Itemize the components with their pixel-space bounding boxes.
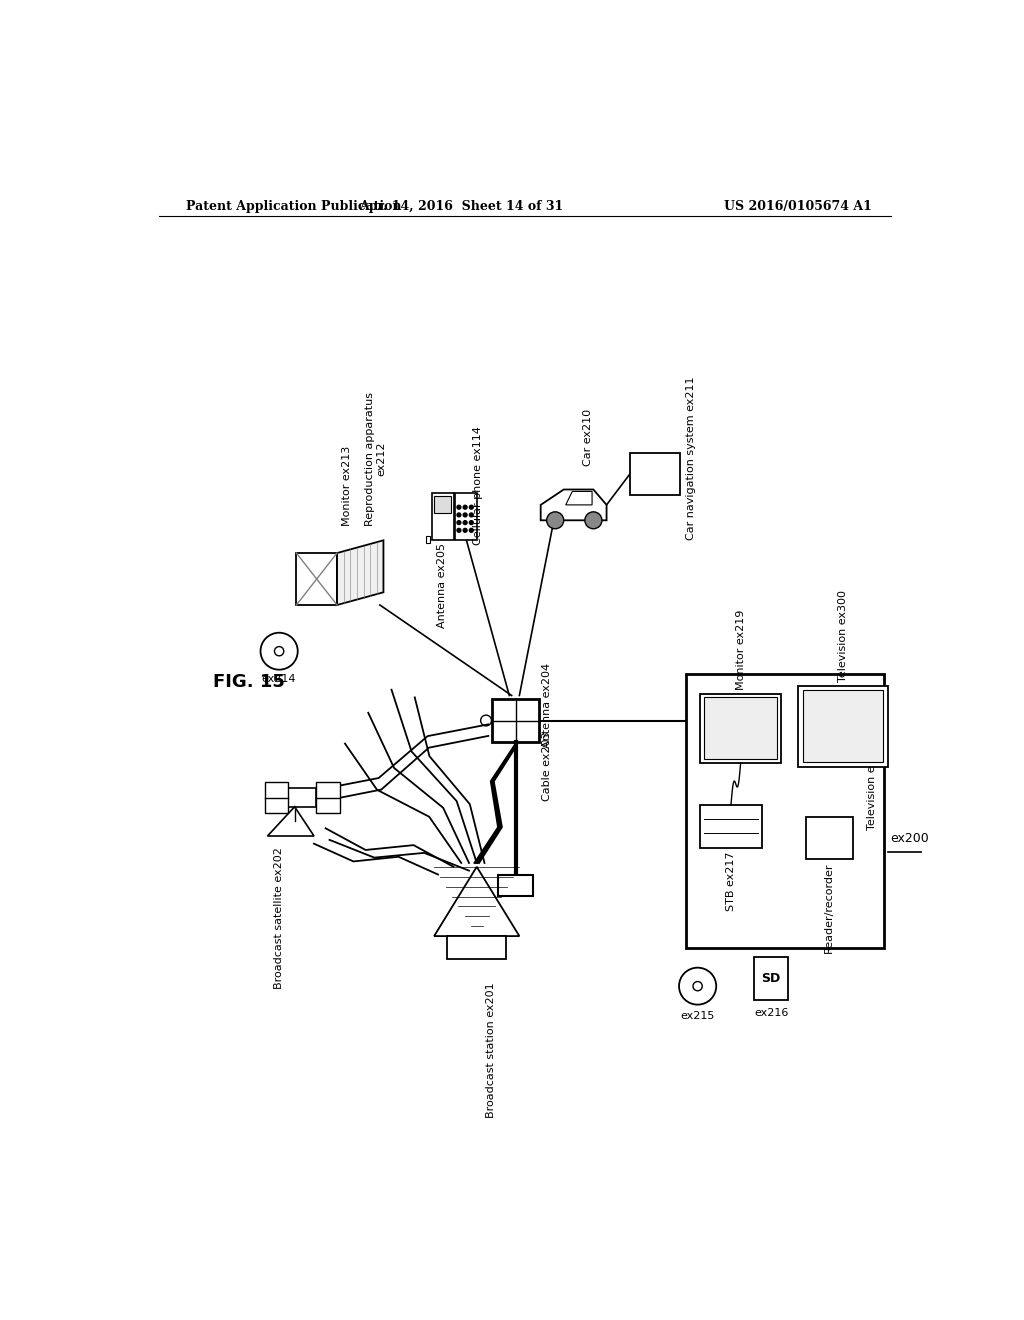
- Bar: [806, 817, 853, 859]
- Bar: [455, 494, 477, 540]
- Bar: [447, 936, 506, 960]
- Bar: [700, 805, 762, 847]
- Bar: [432, 494, 454, 540]
- Text: Patent Application Publication: Patent Application Publication: [186, 199, 401, 213]
- Polygon shape: [565, 491, 592, 506]
- Text: Car navigation system ex211: Car navigation system ex211: [686, 378, 696, 540]
- Text: STB ex217: STB ex217: [726, 851, 736, 911]
- Bar: [265, 781, 289, 813]
- Text: Television ex300: Television ex300: [838, 590, 848, 682]
- Bar: [426, 536, 430, 544]
- Bar: [755, 957, 788, 1001]
- Text: US 2016/0105674 A1: US 2016/0105674 A1: [724, 199, 872, 213]
- Circle shape: [457, 520, 461, 524]
- Bar: [493, 700, 539, 742]
- Text: Television ex218: Television ex218: [867, 738, 877, 830]
- Circle shape: [547, 512, 563, 529]
- Text: Antenna ex204: Antenna ex204: [542, 663, 552, 747]
- Text: Monitor ex219: Monitor ex219: [735, 610, 745, 689]
- Text: Antenna ex205: Antenna ex205: [437, 544, 446, 628]
- Bar: [499, 874, 532, 896]
- Text: Cellular phone ex114: Cellular phone ex114: [473, 426, 483, 545]
- Polygon shape: [434, 867, 519, 936]
- Circle shape: [457, 513, 461, 517]
- Circle shape: [469, 528, 473, 532]
- Text: ex216: ex216: [754, 1007, 788, 1018]
- Bar: [630, 453, 680, 495]
- Text: Reproduction apparatus
ex212: Reproduction apparatus ex212: [366, 392, 387, 527]
- Text: ex215: ex215: [680, 1011, 715, 1020]
- Text: Apr. 14, 2016  Sheet 14 of 31: Apr. 14, 2016 Sheet 14 of 31: [359, 199, 563, 213]
- Text: Broadcast satellite ex202: Broadcast satellite ex202: [274, 847, 284, 990]
- Text: Reader/recorder: Reader/recorder: [824, 863, 835, 953]
- Text: Broadcast station ex201: Broadcast station ex201: [485, 982, 496, 1118]
- Circle shape: [457, 528, 461, 532]
- Text: SD: SD: [762, 972, 781, 985]
- Circle shape: [463, 520, 467, 524]
- Circle shape: [463, 528, 467, 532]
- Bar: [686, 675, 884, 948]
- Circle shape: [463, 506, 467, 510]
- Text: ex200: ex200: [890, 832, 929, 845]
- Polygon shape: [541, 490, 606, 520]
- Circle shape: [585, 512, 602, 529]
- Bar: [434, 496, 452, 512]
- Bar: [700, 693, 781, 763]
- Circle shape: [457, 506, 461, 510]
- Circle shape: [469, 506, 473, 510]
- Circle shape: [463, 513, 467, 517]
- Bar: [289, 788, 316, 807]
- Text: FIG. 15: FIG. 15: [213, 673, 285, 690]
- Bar: [296, 553, 337, 605]
- Text: Car ex210: Car ex210: [583, 409, 593, 466]
- Circle shape: [469, 513, 473, 517]
- Circle shape: [469, 520, 473, 524]
- Bar: [316, 781, 340, 813]
- Text: Monitor ex213: Monitor ex213: [342, 446, 352, 527]
- Bar: [799, 686, 888, 767]
- Polygon shape: [337, 540, 383, 605]
- Bar: [803, 690, 883, 762]
- Text: ex214: ex214: [262, 675, 296, 684]
- Text: Cable ex203: Cable ex203: [542, 733, 552, 801]
- Bar: [703, 697, 777, 759]
